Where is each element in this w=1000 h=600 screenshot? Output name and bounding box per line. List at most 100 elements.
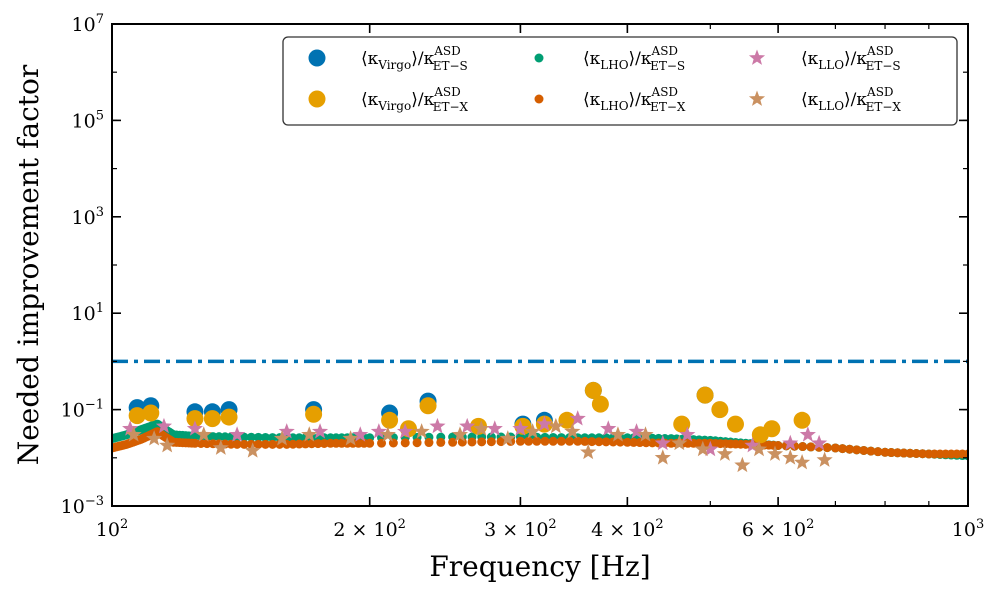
data-point [499, 430, 516, 446]
data-point [845, 444, 855, 454]
data-point [512, 420, 529, 436]
legend-label: ⟨κLHO⟩/κASD ET−X [583, 85, 686, 114]
data-point [477, 437, 487, 447]
legend-marker [748, 49, 766, 65]
data-point [830, 443, 840, 453]
data-point [744, 437, 761, 453]
legend-box [282, 36, 958, 126]
data-point [793, 411, 811, 429]
data-point [679, 426, 696, 442]
data-point [859, 445, 869, 455]
data-point [486, 437, 496, 447]
data-point [203, 410, 221, 428]
data-point [702, 440, 719, 457]
data-point [694, 440, 711, 457]
data-point [122, 420, 139, 436]
data-point [782, 449, 799, 465]
series-llo-et-x [125, 417, 833, 473]
data-point [811, 434, 828, 451]
x-tick-label: 3 × 102 [484, 517, 557, 541]
data-point [319, 438, 329, 448]
data-point [305, 405, 323, 423]
y-tick-label: 10−1 [61, 398, 104, 422]
data-point [268, 439, 278, 449]
data-point [229, 426, 246, 442]
data-point [734, 456, 751, 473]
data-point [413, 423, 430, 439]
data-point [473, 420, 490, 436]
legend-marker [748, 90, 766, 106]
data-point [601, 437, 611, 447]
x-tick-label: 6 × 102 [742, 517, 815, 541]
data-point [641, 438, 651, 448]
data-point [852, 445, 862, 455]
data-point [220, 408, 238, 426]
data-point [278, 423, 295, 439]
data-point [594, 437, 604, 447]
data-point [548, 436, 558, 446]
data-point [301, 426, 318, 442]
data-point [873, 447, 883, 457]
data-point [573, 436, 583, 446]
data-point [806, 442, 816, 452]
data-point [400, 438, 410, 448]
legend-marker [534, 94, 544, 104]
legend-label: ⟨κLHO⟩/κASD ET−S [583, 44, 685, 73]
data-point [142, 404, 160, 422]
data-point [429, 417, 446, 434]
data-point [311, 423, 329, 439]
data-point [244, 442, 261, 458]
data-point [540, 436, 550, 446]
data-point [580, 443, 597, 460]
y-tick-label: 107 [72, 12, 104, 36]
data-point [766, 445, 784, 461]
data-point [260, 439, 270, 449]
data-point [750, 440, 768, 457]
data-point [524, 423, 541, 439]
data-point [799, 426, 816, 442]
data-point [313, 439, 323, 449]
data-point [288, 439, 298, 449]
data-point [866, 446, 876, 456]
data-point [565, 436, 575, 446]
data-point [822, 443, 832, 453]
y-tick-label: 101 [72, 301, 104, 325]
data-point [419, 397, 437, 415]
data-point [273, 430, 291, 446]
data-point [671, 434, 688, 451]
data-point [125, 426, 142, 442]
data-point [716, 445, 733, 461]
data-point [253, 432, 263, 442]
data-point [253, 439, 263, 449]
legend-marker [534, 53, 544, 63]
legend: ⟨κVirgo⟩/κASD ET−S ⟨κVirgo⟩/κASD ET−X ⟨κLHO⟩… [282, 36, 958, 126]
data-point [352, 426, 369, 442]
legend-item: ⟨κVirgo⟩/κASD ET−X [308, 85, 469, 114]
series-llo-et-s [122, 410, 828, 457]
data-point [436, 437, 446, 447]
data-point [155, 417, 173, 434]
y-axis-label: Needed improvement factor [12, 64, 45, 465]
data-point [591, 395, 609, 413]
axes: 102 2 × 102 3 × 102 4 × 102 6 × 102 103 10−3 10… [12, 12, 984, 583]
data-point [448, 437, 458, 447]
data-point [587, 437, 597, 447]
data-point [457, 437, 467, 447]
data-point [798, 442, 808, 452]
data-point [696, 386, 714, 404]
data-point [212, 439, 229, 455]
data-point [637, 426, 654, 442]
data-point [564, 423, 581, 439]
x-tick-label: 2 × 102 [333, 517, 406, 541]
data-point [782, 434, 799, 451]
data-point [370, 423, 387, 439]
data-point [195, 426, 212, 442]
data-point [569, 410, 586, 426]
data-point [412, 438, 422, 448]
data-point [146, 430, 163, 446]
data-point [342, 430, 359, 446]
data-point [615, 437, 625, 447]
data-point [816, 451, 833, 467]
data-point [654, 449, 671, 465]
data-point [239, 439, 249, 449]
